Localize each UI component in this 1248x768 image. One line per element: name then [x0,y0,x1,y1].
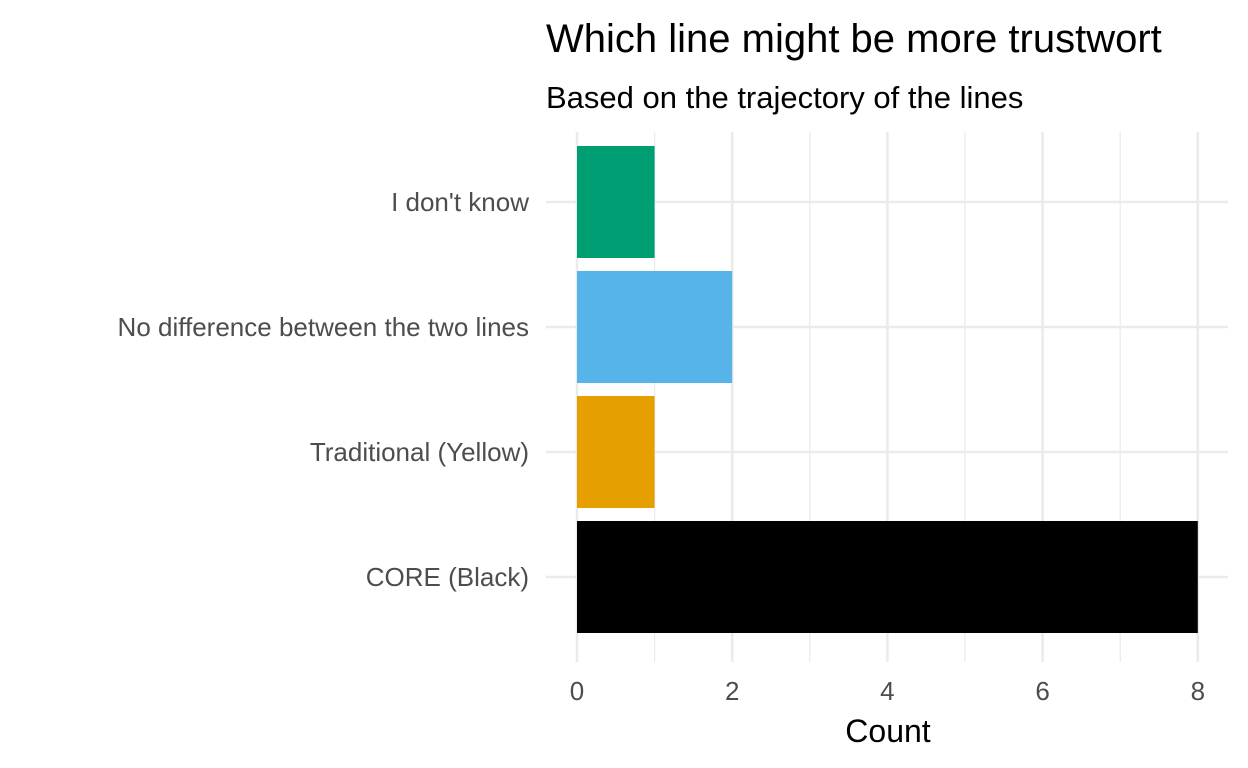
category-labels: I don't know No difference between the tw… [118,187,530,592]
chart-subtitle: Based on the trajectory of the lines [546,80,1023,115]
x-tick-label: 0 [570,676,584,706]
x-tick-labels: 0 2 4 6 8 [570,676,1205,706]
y-tick-label: CORE (Black) [366,562,529,592]
chart-title: Which line might be more trustwort [546,17,1162,61]
bar [577,271,733,383]
y-tick-label: No difference between the two lines [118,312,529,342]
bar [577,146,655,258]
x-axis-title: Count [845,713,931,749]
bar [577,396,655,508]
y-tick-label: I don't know [391,187,529,217]
x-tick-label: 6 [1035,676,1049,706]
bars [577,146,1198,633]
y-tick-label: Traditional (Yellow) [310,437,529,467]
x-tick-label: 8 [1191,676,1205,706]
x-tick-label: 2 [725,676,739,706]
bar [577,521,1198,633]
x-tick-label: 4 [880,676,894,706]
